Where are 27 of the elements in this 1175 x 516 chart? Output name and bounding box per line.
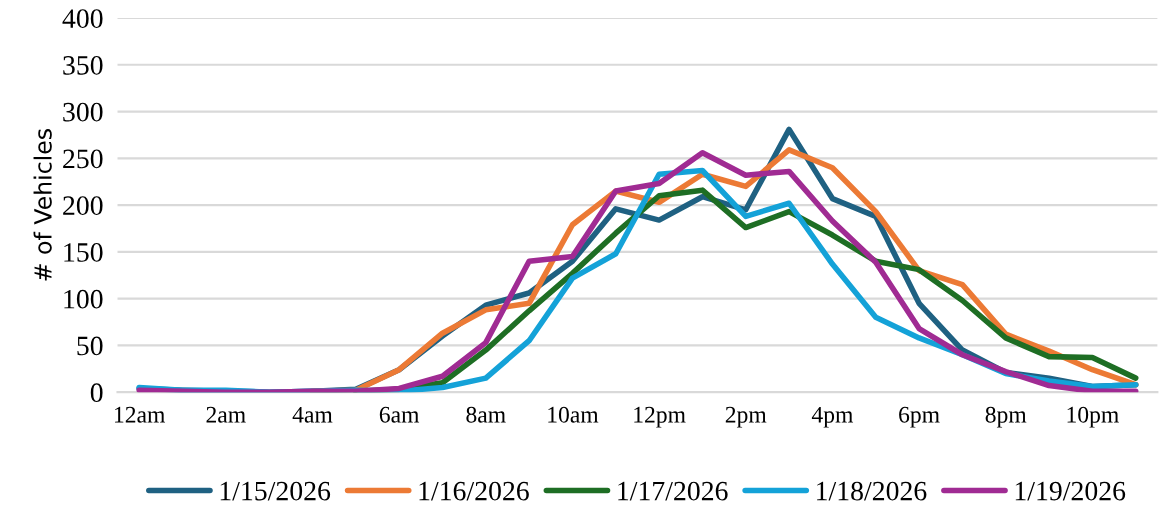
x-tick-label: 8am <box>466 406 506 423</box>
legend-label: 1/17/2026 <box>618 481 728 501</box>
x-tick-label: 8pm <box>985 406 1027 428</box>
y-tick-label: 150 <box>64 243 103 262</box>
legend-label: 1/18/2026 <box>817 481 927 501</box>
y-tick-label: 250 <box>63 149 103 169</box>
x-tick-label: 2pm <box>725 406 767 428</box>
x-tick-label: 10am <box>548 406 599 423</box>
y-tick-label: 350 <box>63 55 103 75</box>
y-tick-label: 400 <box>62 9 103 28</box>
x-tick-label: 6am <box>379 406 420 423</box>
x-tick-label: 12am <box>115 406 166 423</box>
y-tick-label: 100 <box>64 289 103 309</box>
y-tick-label: 0 <box>90 383 103 403</box>
x-tick-label: 2am <box>206 406 246 423</box>
y-tick-label: 300 <box>63 102 103 122</box>
y-tick-label: 50 <box>77 336 103 356</box>
x-tick-label: 4am <box>292 406 333 423</box>
legend-label: 1/15/2026 <box>220 481 331 501</box>
y-axis-title: # of Vehicles <box>33 129 52 281</box>
x-tick-label: 10pm <box>1067 406 1119 428</box>
legend-label: 1/19/2026 <box>1015 481 1126 501</box>
x-tick-label: 6pm <box>899 406 940 428</box>
x-tick-label: 4pm <box>811 406 854 428</box>
y-tick-label: 200 <box>63 196 103 216</box>
x-tick-label: 12pm <box>634 406 686 428</box>
legend-label: 1/16/2026 <box>419 481 529 501</box>
